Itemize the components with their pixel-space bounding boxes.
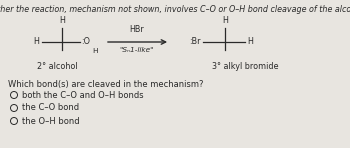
Text: HBr: HBr [130,25,144,34]
Text: :O: :O [81,37,90,46]
Text: 2° alcohol: 2° alcohol [37,62,77,71]
Text: H: H [33,37,39,46]
Text: H: H [247,37,253,46]
Text: Indicate whether the reaction, mechanism not shown, involves C–O or O–H bond cle: Indicate whether the reaction, mechanism… [0,5,350,14]
Text: H: H [92,48,98,54]
Text: H: H [222,16,228,25]
Text: Which bond(s) are cleaved in the mechanism?: Which bond(s) are cleaved in the mechani… [8,80,203,89]
Text: "Sₙ1-like": "Sₙ1-like" [120,47,154,53]
Text: 3° alkyl bromide: 3° alkyl bromide [212,62,278,71]
Text: H: H [59,16,65,25]
Text: both the C–O and O–H bonds: both the C–O and O–H bonds [22,90,144,99]
Text: :Br: :Br [189,37,201,46]
Text: the C–O bond: the C–O bond [22,103,79,112]
Text: the O–H bond: the O–H bond [22,116,80,126]
